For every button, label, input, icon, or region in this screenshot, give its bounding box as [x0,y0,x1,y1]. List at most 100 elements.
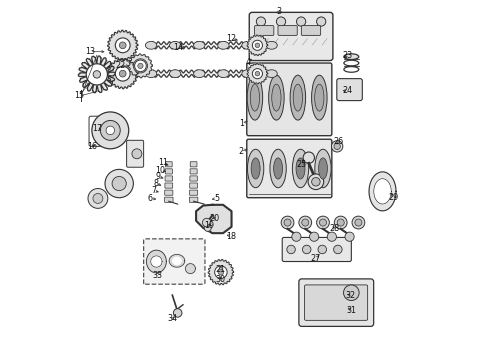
Polygon shape [128,54,152,78]
Ellipse shape [194,70,205,77]
FancyBboxPatch shape [126,140,144,167]
Polygon shape [369,172,396,211]
Text: 5: 5 [214,194,219,203]
Ellipse shape [146,41,157,49]
Text: 14: 14 [173,42,183,51]
Ellipse shape [146,70,157,77]
Circle shape [105,169,133,198]
Circle shape [319,219,326,226]
Circle shape [284,219,291,226]
Polygon shape [247,63,268,84]
FancyBboxPatch shape [190,169,197,174]
Text: 13: 13 [85,47,95,56]
Text: 22: 22 [115,61,125,70]
FancyBboxPatch shape [190,162,197,167]
Ellipse shape [218,41,229,49]
Ellipse shape [344,54,359,59]
Circle shape [204,224,211,231]
Text: 8: 8 [153,179,158,188]
FancyBboxPatch shape [247,139,332,198]
Ellipse shape [242,41,253,49]
Circle shape [352,216,365,229]
Text: 33: 33 [152,271,162,280]
Ellipse shape [290,75,306,120]
FancyBboxPatch shape [165,190,173,195]
Circle shape [308,174,324,190]
Text: 7: 7 [151,186,156,195]
Text: 16: 16 [87,142,97,151]
Circle shape [276,17,286,26]
Circle shape [135,60,147,72]
Text: 21: 21 [216,265,226,274]
Text: 2: 2 [238,147,244,156]
Polygon shape [108,30,138,60]
Circle shape [252,40,263,50]
Text: 27: 27 [311,254,321,263]
FancyBboxPatch shape [189,197,198,202]
FancyBboxPatch shape [305,285,368,320]
Circle shape [281,216,294,229]
Ellipse shape [194,41,205,49]
Circle shape [215,266,227,278]
Ellipse shape [269,75,284,120]
Ellipse shape [315,84,324,111]
Circle shape [120,70,126,77]
Ellipse shape [250,84,260,111]
Text: 4: 4 [246,58,251,67]
Ellipse shape [318,158,327,179]
FancyBboxPatch shape [278,26,297,35]
Circle shape [93,193,103,203]
Text: 18: 18 [226,231,236,240]
FancyBboxPatch shape [166,162,172,167]
Circle shape [86,64,107,85]
Circle shape [133,59,147,73]
Circle shape [302,245,311,254]
Text: 10: 10 [156,166,166,175]
Text: 19: 19 [204,221,214,230]
Polygon shape [147,250,166,273]
Circle shape [337,219,344,226]
FancyBboxPatch shape [282,238,351,261]
Circle shape [287,245,295,254]
FancyBboxPatch shape [255,26,274,35]
Circle shape [120,42,126,49]
Circle shape [252,69,263,79]
Text: 29: 29 [389,193,399,202]
Polygon shape [196,205,232,233]
Circle shape [115,38,130,53]
Circle shape [318,245,326,254]
Text: 30: 30 [216,275,226,284]
Ellipse shape [266,41,277,49]
Circle shape [355,219,362,226]
Circle shape [343,285,359,301]
Ellipse shape [247,149,264,188]
Text: 9: 9 [156,172,161,181]
Circle shape [93,71,100,78]
Circle shape [112,176,126,191]
Text: 31: 31 [346,306,356,315]
Ellipse shape [251,158,260,179]
Circle shape [138,63,143,68]
Circle shape [296,17,306,26]
FancyBboxPatch shape [165,197,173,202]
FancyBboxPatch shape [337,78,362,100]
Polygon shape [108,59,138,89]
Text: 23: 23 [343,51,353,60]
FancyBboxPatch shape [165,176,172,181]
Circle shape [302,219,309,226]
Text: 3: 3 [276,7,281,16]
Polygon shape [185,264,196,274]
Circle shape [88,189,108,208]
Ellipse shape [170,41,181,49]
Text: 28: 28 [329,224,340,233]
Ellipse shape [293,84,302,111]
Polygon shape [374,179,392,204]
Text: 32: 32 [345,291,356,300]
Polygon shape [78,56,115,93]
Ellipse shape [247,75,263,120]
FancyBboxPatch shape [299,279,374,327]
FancyBboxPatch shape [190,176,197,181]
Circle shape [115,66,130,81]
Circle shape [331,141,343,152]
Ellipse shape [293,149,309,188]
